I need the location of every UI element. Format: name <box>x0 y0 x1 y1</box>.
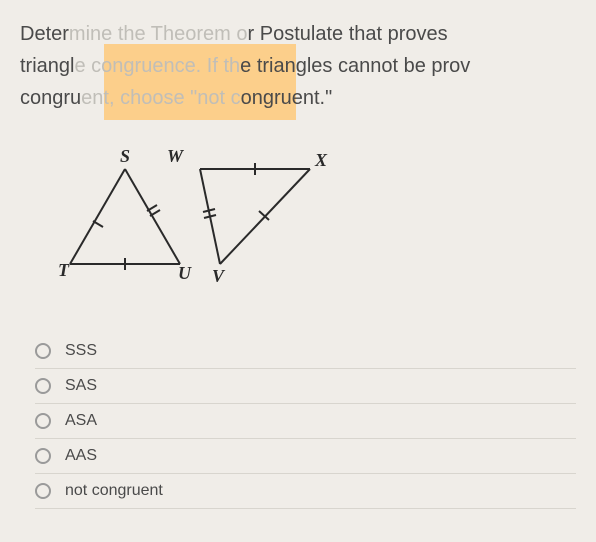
option-label: ASA <box>65 412 97 430</box>
triangles-diagram: T S U W X V <box>50 144 576 294</box>
label-S: S <box>120 146 130 166</box>
option-sss[interactable]: SSS <box>35 334 576 369</box>
question-line-2: triangle congruence. If the triangles ca… <box>20 50 576 82</box>
option-asa[interactable]: ASA <box>35 404 576 439</box>
question-text: Determine the Theorem or Postulate that … <box>20 18 576 114</box>
radio-icon <box>35 413 51 429</box>
option-sas[interactable]: SAS <box>35 369 576 404</box>
radio-icon <box>35 343 51 359</box>
diagram-svg: T S U W X V <box>50 144 370 294</box>
label-X: X <box>314 150 328 170</box>
question-line-1: Determine the Theorem or Postulate that … <box>20 18 576 50</box>
q-text-faded: mine the Theorem o <box>69 23 248 45</box>
radio-icon <box>35 483 51 499</box>
option-label: AAS <box>65 447 97 465</box>
q-text: congru <box>20 87 81 109</box>
option-label: SSS <box>65 342 97 360</box>
q-text: Deter <box>20 23 69 45</box>
q-text: ongruent." <box>241 87 333 109</box>
q-text-faded: ent, choose "not c <box>81 87 240 109</box>
q-text: r Postulate that proves <box>248 23 448 45</box>
triangle-tsu: T S U <box>58 146 192 283</box>
label-W: W <box>167 146 185 166</box>
question-line-3: congruent, choose "not congruent." <box>20 82 576 114</box>
label-U: U <box>178 263 192 283</box>
option-aas[interactable]: AAS <box>35 439 576 474</box>
q-text: e triangles cannot be prov <box>240 55 470 77</box>
label-V: V <box>212 266 226 286</box>
option-not-congruent[interactable]: not congruent <box>35 474 576 509</box>
triangle-wvx: W X V <box>167 146 328 286</box>
radio-icon <box>35 448 51 464</box>
q-text-faded: e congruence. If th <box>74 55 240 77</box>
label-T: T <box>58 260 70 280</box>
option-label: SAS <box>65 377 97 395</box>
options-list: SSS SAS ASA AAS not congruent <box>20 334 576 509</box>
radio-icon <box>35 378 51 394</box>
option-label: not congruent <box>65 482 163 500</box>
q-text: triangl <box>20 55 74 77</box>
